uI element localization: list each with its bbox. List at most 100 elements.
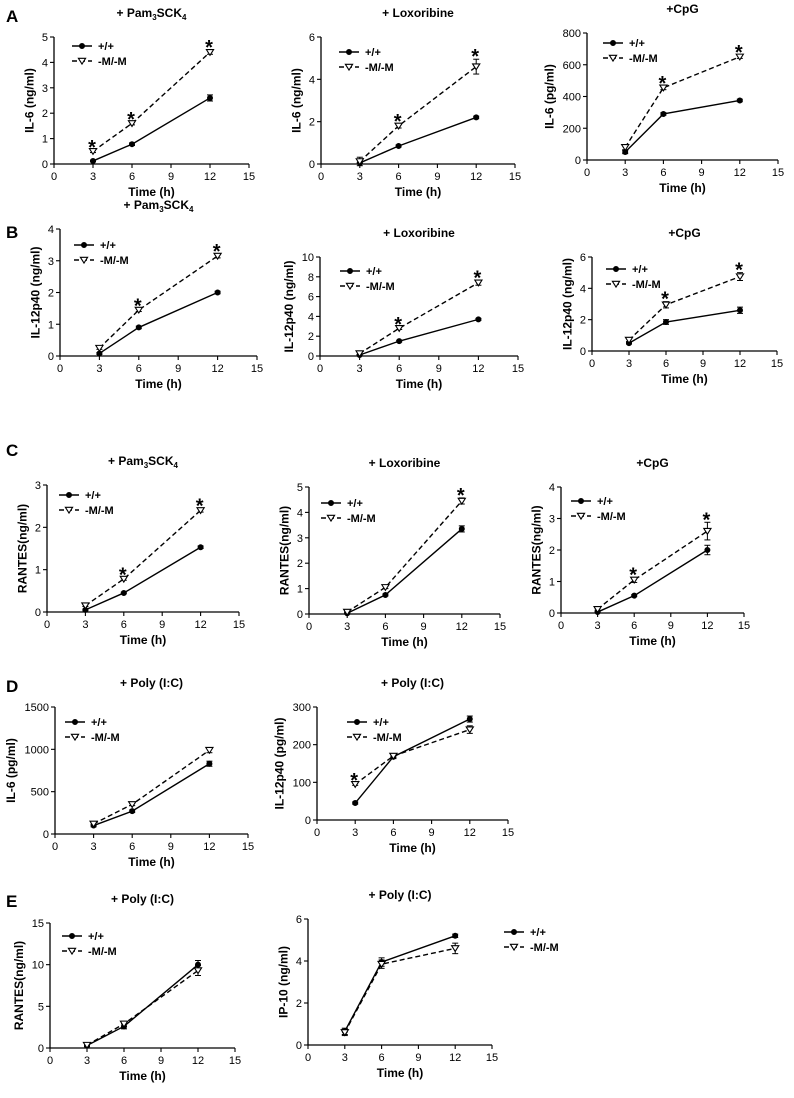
y-axis-title: RANTES(ng/ml) xyxy=(12,941,26,1030)
y-tick-label: 0 xyxy=(43,829,49,841)
legend-label-wt: +/+ xyxy=(530,927,546,939)
x-tick-label: 9 xyxy=(699,167,705,179)
legend-label-mm: -M/-M xyxy=(373,732,402,744)
y-tick-label: 0 xyxy=(580,346,586,358)
x-axis-title: Time (h) xyxy=(128,185,174,199)
x-tick-label: 0 xyxy=(51,171,57,183)
legend: +/+ -M/-M xyxy=(571,496,626,523)
point-mm xyxy=(134,306,144,315)
y-tick-label: 5 xyxy=(297,482,303,494)
x-tick-label: 6 xyxy=(390,827,396,839)
chart-title: + Pam3SCK4 xyxy=(117,6,188,22)
series-mm-line xyxy=(98,255,218,349)
point-mm xyxy=(593,605,603,614)
point-wt xyxy=(736,97,743,104)
x-tick-label: 15 xyxy=(233,619,245,631)
x-tick-label: 12 xyxy=(470,171,482,183)
chart-a2: + Loxoribine 0 3 6 9 12 15 0 2 4 6 Time (h) IL-6 (ng… xyxy=(290,6,522,199)
y-tick-label: 10 xyxy=(302,252,314,264)
legend: +/+ -M/-M xyxy=(59,490,114,517)
significance-star: * xyxy=(629,564,637,586)
x-tick-label: 12 xyxy=(204,171,216,183)
y-tick-label: 0 xyxy=(305,815,311,827)
y-tick-label: 0 xyxy=(35,607,41,619)
x-tick-label: 15 xyxy=(502,827,514,839)
x-tick-label: 9 xyxy=(421,621,427,633)
chart-title: + Poly (I:C) xyxy=(381,676,444,690)
point-wt xyxy=(473,114,480,121)
series-mm-line xyxy=(597,530,708,610)
chart-d1: + Poly (I:C) 0 3 6 9 12 15 0 500 1000 1500 Time (h)… xyxy=(4,676,254,869)
y-axis-title: RANTES(ng/ml) xyxy=(278,506,292,595)
x-axis-title: Time (h) xyxy=(396,377,442,391)
legend-label-wt: +/+ xyxy=(629,38,645,50)
point-mm xyxy=(473,279,483,287)
y-tick-label: 300 xyxy=(293,702,311,714)
x-tick-label: 3 xyxy=(622,167,628,179)
legend-swatch-wt-marker xyxy=(578,497,585,504)
point-wt xyxy=(206,94,213,101)
series-mm-line xyxy=(85,509,202,607)
point-mm xyxy=(82,1041,92,1050)
legend-swatch-mm-marker xyxy=(352,733,362,742)
chart-title: + Loxoribine xyxy=(383,226,455,240)
significance-star: * xyxy=(119,565,127,587)
x-tick-label: 6 xyxy=(121,1055,127,1067)
point-mm xyxy=(377,960,387,969)
y-tick-label: 4 xyxy=(297,507,303,519)
y-tick-label: 1 xyxy=(35,565,41,577)
x-tick-label: 0 xyxy=(584,167,590,179)
y-tick-label: 4 xyxy=(42,57,48,69)
series-wt-line xyxy=(359,318,479,356)
x-tick-label: 15 xyxy=(494,621,506,633)
point-mm xyxy=(450,945,460,953)
y-tick-label: 200 xyxy=(293,740,311,752)
x-axis-title: Time (h) xyxy=(389,841,435,855)
x-tick-label: 3 xyxy=(342,1052,348,1064)
x-tick-label: 15 xyxy=(738,620,750,632)
x-tick-label: 0 xyxy=(589,358,595,370)
legend-swatch-mm-marker xyxy=(67,947,77,956)
series-wt-line xyxy=(93,763,210,827)
legend: +/+ -M/-M xyxy=(74,240,129,267)
x-tick-label: 0 xyxy=(317,363,323,375)
x-tick-label: 3 xyxy=(357,171,363,183)
significance-star: * xyxy=(735,260,743,282)
y-axis-title: RANTES(ng/ml) xyxy=(530,505,544,594)
y-tick-label: 0 xyxy=(48,351,54,363)
point-mm xyxy=(119,1020,129,1028)
x-tick-label: 15 xyxy=(486,1052,498,1064)
legend-swatch-wt-marker xyxy=(69,933,76,940)
x-tick-label: 9 xyxy=(159,619,165,631)
series-wt-line xyxy=(86,964,199,1047)
point-mm xyxy=(355,158,365,166)
series-mm-line xyxy=(346,500,463,613)
y-tick-label: 1000 xyxy=(25,744,49,756)
significance-star: * xyxy=(394,314,402,336)
x-tick-label: 6 xyxy=(129,171,135,183)
chart-title: + Loxoribine xyxy=(382,6,454,20)
x-axis-title: Time (h) xyxy=(661,372,707,386)
y-tick-label: 200 xyxy=(563,123,581,135)
legend-swatch-wt-marker xyxy=(610,40,617,47)
y-tick-label: 1 xyxy=(297,584,303,596)
x-tick-label: 6 xyxy=(396,363,402,375)
legend-swatch-wt-marker xyxy=(353,719,360,726)
point-mm xyxy=(342,608,352,617)
y-tick-label: 10 xyxy=(32,960,44,972)
point-mm xyxy=(119,575,129,584)
point-wt xyxy=(352,800,359,807)
point-wt xyxy=(90,157,97,164)
y-axis-title: IL-6 (pg/ml) xyxy=(543,64,557,129)
significance-star: * xyxy=(350,770,358,792)
point-mm xyxy=(457,497,467,506)
series-wt-line xyxy=(344,935,456,1032)
y-tick-label: 2 xyxy=(309,117,315,129)
y-tick-label: 3 xyxy=(549,514,555,526)
point-wt xyxy=(466,716,473,723)
point-wt xyxy=(660,110,667,117)
legend-label-mm: -M/-M xyxy=(629,53,658,65)
legend-label-mm: -M/-M xyxy=(365,62,394,74)
